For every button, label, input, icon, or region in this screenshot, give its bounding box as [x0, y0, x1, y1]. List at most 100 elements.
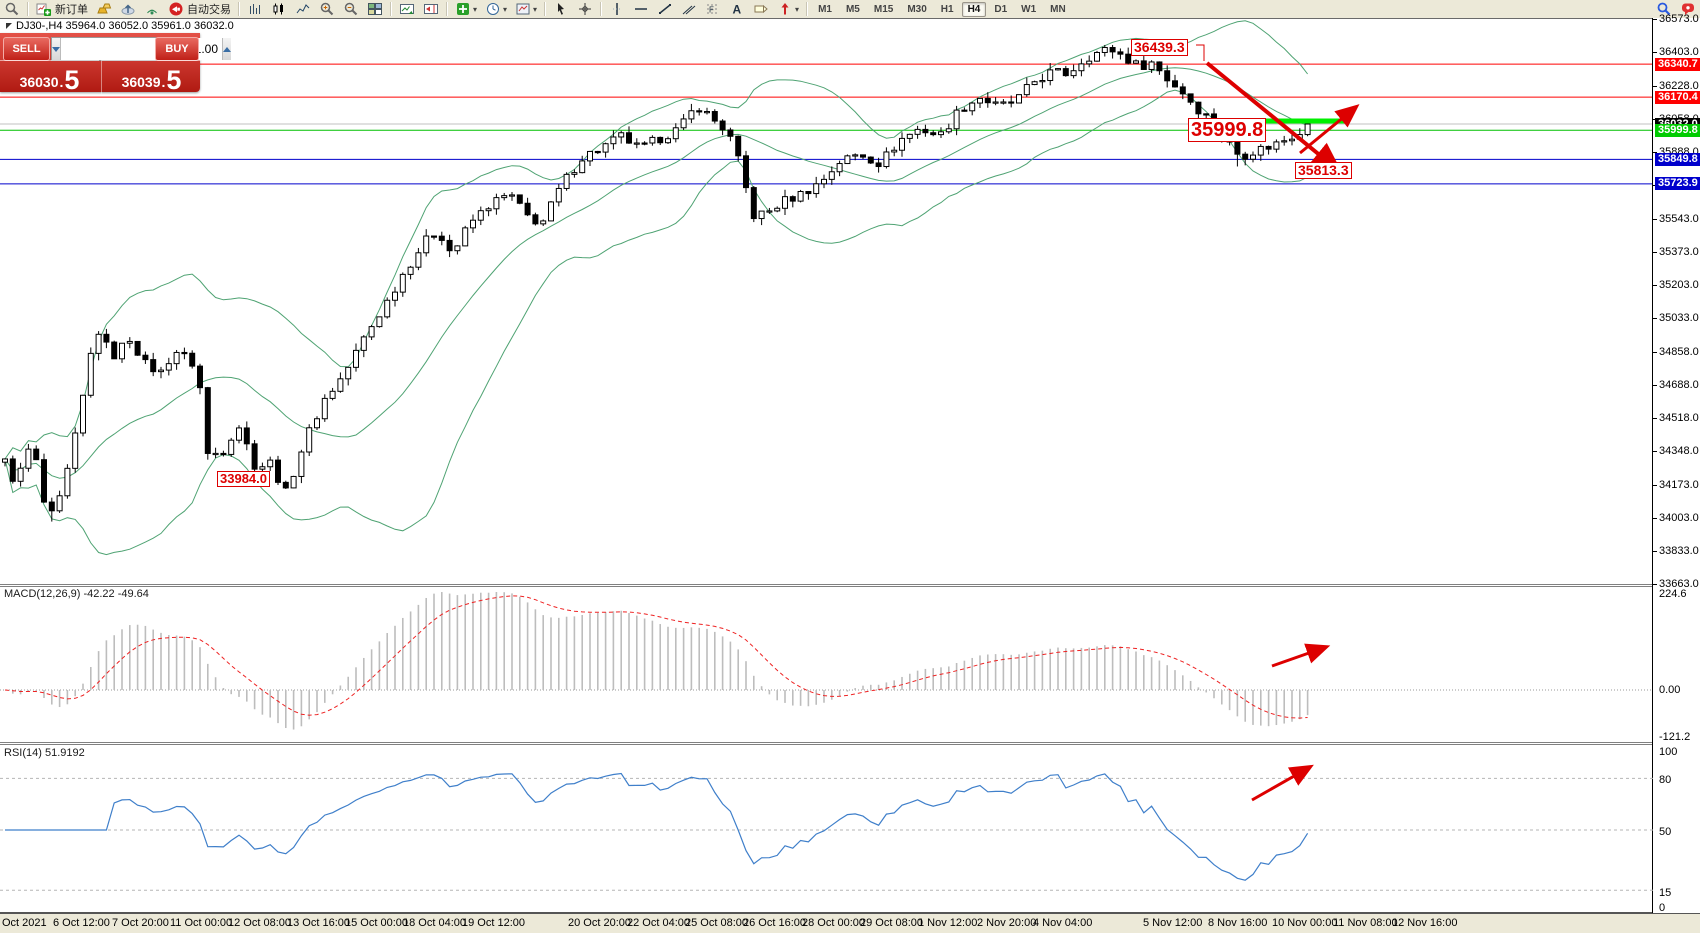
publish-icon [121, 4, 135, 15]
volume-spinbox [51, 37, 231, 61]
dropdown-caret-icon: ▾ [473, 4, 478, 14]
bar-chart-button[interactable] [244, 0, 266, 18]
periods-button[interactable]: ▾ [482, 0, 510, 18]
sell-price-dot: . [59, 74, 64, 90]
main-chart[interactable] [0, 18, 1654, 913]
publish-button[interactable] [117, 0, 139, 18]
axis-tick [1653, 85, 1657, 87]
crosshair-button[interactable] [574, 0, 596, 18]
time-axis-label: 12 Nov 16:00 [1392, 917, 1458, 929]
magnifier-icon [5, 2, 19, 16]
timeframe-button-mn[interactable]: MN [1050, 3, 1066, 15]
price-axis[interactable]: 36573.036403.036228.036058.035888.035718… [1653, 13, 1700, 914]
indicator-axis-label: -121.2 [1659, 731, 1691, 743]
arrows-icon [781, 3, 789, 15]
price-annotation[interactable]: 36439.3 [1131, 39, 1188, 57]
chartshift-icon [424, 4, 438, 14]
toolbar-separator [544, 2, 547, 16]
axis-tick [1653, 251, 1657, 253]
trendline-button[interactable] [654, 0, 676, 18]
timeframe-button-h4[interactable]: H4 [961, 1, 987, 17]
time-axis-label: 8 Nov 16:00 [1208, 917, 1268, 929]
main-toolbar: 新订单 自动交易 ▾ ▾ ▾ F A ▾ M1 M5 M15 M30 H1 H4 D1 W1 MN [0, 0, 1700, 19]
indicators-button[interactable]: ▾ [452, 0, 480, 18]
axis-tick-label: 35543.0 [1659, 212, 1699, 225]
time-axis-label: 13 Oct 16:00 [287, 917, 350, 929]
sell-button[interactable]: SELL [3, 37, 50, 61]
zoomout-icon [344, 2, 358, 16]
price-annotation[interactable]: 35813.3 [1295, 162, 1352, 180]
price-annotation[interactable]: 33984.0 [217, 471, 270, 488]
time-axis-label: 26 Oct 16:00 [743, 917, 806, 929]
vertical-line-button[interactable] [606, 0, 628, 18]
signals-button[interactable] [141, 0, 163, 18]
zoom-out-button[interactable] [340, 0, 362, 18]
time-axis-label: Oct 2021 [2, 917, 47, 929]
feedback-button[interactable] [1677, 0, 1699, 18]
gold-icon [97, 3, 112, 14]
magnifier-icon [1, 0, 23, 18]
buy-price-dot: . [161, 74, 166, 90]
timeframe-button-m30[interactable]: M30 [907, 3, 927, 15]
chart-shift-button[interactable] [420, 0, 442, 18]
volume-up-button[interactable] [222, 38, 231, 60]
caret-up-icon [223, 46, 231, 52]
rsi-label: RSI(14) 51.9192 [4, 747, 85, 759]
time-axis-label: 22 Oct 04:00 [627, 917, 690, 929]
time-axis[interactable]: Oct 2021 6 Oct 12:00 7 Oct 20:00 11 Oct 00:… [0, 913, 1700, 933]
time-axis-label: 20 Oct 20:00 [568, 917, 631, 929]
autotrade-button[interactable]: 自动交易 [165, 0, 234, 18]
channel-icon [682, 5, 696, 15]
new-order-button[interactable]: 新订单 [33, 0, 91, 18]
trendline-icon [659, 4, 672, 14]
horizontal-line-button[interactable] [630, 0, 652, 18]
timeframe-button-m5[interactable]: M5 [845, 3, 860, 15]
templates-button[interactable]: ▾ [512, 0, 540, 18]
indicator-axis-label: 50 [1659, 826, 1672, 838]
axis-tick-label: 36573.0 [1659, 13, 1699, 25]
timeframe-button-m1[interactable]: M1 [818, 3, 832, 15]
axis-tick [1653, 151, 1657, 153]
time-axis-label: 28 Oct 00:00 [802, 917, 865, 929]
buy-price[interactable]: 36039 . 5 [101, 60, 201, 94]
search-button[interactable] [1653, 0, 1675, 18]
axis-tick-label: 33833.0 [1659, 544, 1699, 557]
label-button[interactable] [750, 0, 772, 18]
price-annotation[interactable]: 35999.8 [1188, 118, 1267, 142]
line-chart-button[interactable] [292, 0, 314, 18]
buy-button[interactable]: BUY [155, 37, 199, 61]
arrows-button[interactable]: ▾ [774, 0, 802, 18]
price-tag: 35849.8 [1655, 152, 1700, 166]
time-axis-label: 15 Oct 00:00 [345, 917, 408, 929]
auto-scroll-button[interactable] [396, 0, 418, 18]
toolbar-separator [446, 2, 448, 16]
channel-button[interactable] [678, 0, 700, 18]
text-button[interactable]: A [726, 0, 748, 18]
indicators-icon [457, 3, 469, 15]
axis-tick [1653, 450, 1657, 452]
time-axis-label: 18 Oct 04:00 [403, 917, 466, 929]
label-icon [754, 4, 768, 14]
cursor-button[interactable] [550, 0, 572, 18]
gold-button[interactable] [93, 0, 115, 18]
sell-price[interactable]: 36030 . 5 [0, 60, 99, 94]
timeframe-button-d1[interactable]: D1 [994, 3, 1008, 15]
svg-text:F: F [709, 6, 714, 15]
axis-tick-label: 35033.0 [1659, 311, 1699, 324]
indicator-axis-label: 224.6 [1659, 588, 1687, 600]
autoscroll-icon [400, 4, 414, 14]
tile-windows-button[interactable] [364, 0, 386, 18]
timeframe-button-h1[interactable]: H1 [940, 3, 954, 15]
time-axis-label: 19 Oct 12:00 [462, 917, 525, 929]
fibonacci-button[interactable]: F [702, 0, 724, 18]
volume-down-button[interactable] [52, 38, 61, 60]
one-click-trade-panel: SELL BUY 36030 . 5 36039 . 5 [0, 33, 231, 94]
toolbar-separator [600, 2, 603, 16]
dropdown-caret-icon: ▾ [503, 4, 508, 14]
timeframe-button-m15[interactable]: M15 [873, 3, 894, 15]
candle-chart-button[interactable] [268, 0, 290, 18]
axis-tick [1653, 517, 1657, 519]
zoom-in-button[interactable] [316, 0, 338, 18]
timeframe-button-w1[interactable]: W1 [1021, 3, 1037, 15]
